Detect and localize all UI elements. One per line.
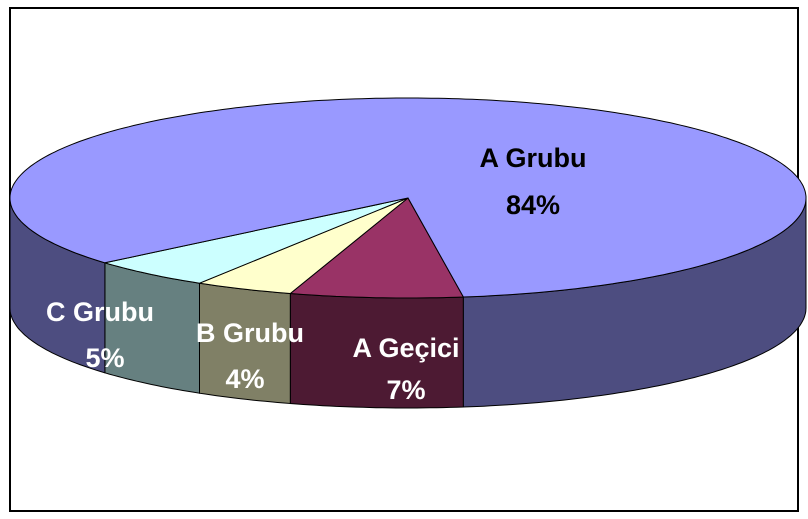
slice-side <box>104 262 200 394</box>
slice-label: A Grubu <box>480 143 587 173</box>
slice <box>197 197 409 295</box>
slice <box>9 97 807 298</box>
slice-label: C Grubu <box>46 297 154 327</box>
slice-label: B Grubu <box>196 318 304 348</box>
slice <box>104 197 409 284</box>
slice-value-label: 7% <box>386 375 425 405</box>
slice <box>289 197 465 299</box>
slice-value-label: 4% <box>225 364 264 394</box>
slice-label: A Geçici <box>352 333 459 363</box>
slice-value-label: 84% <box>506 190 560 220</box>
slice-value-label: 5% <box>85 343 124 373</box>
